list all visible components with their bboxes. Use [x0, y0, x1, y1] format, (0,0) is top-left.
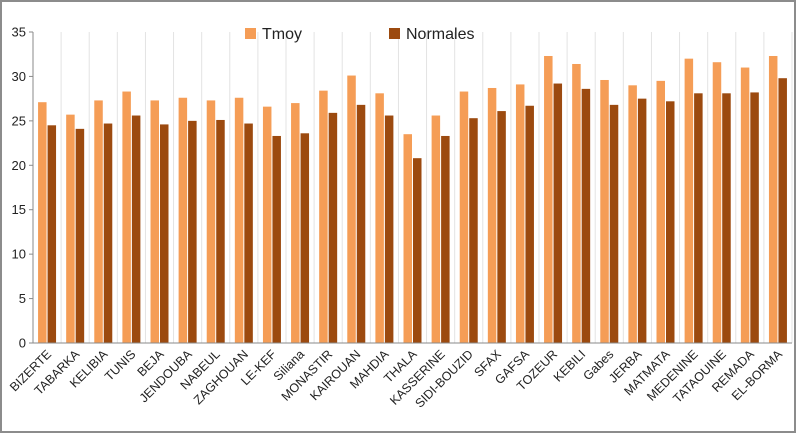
bar-tmoy-tunis [122, 91, 131, 343]
bar-tmoy-tataouine [712, 62, 722, 344]
bar-normales-tabarka [75, 128, 85, 343]
bar-normales-el-borma [778, 78, 787, 343]
bar-normales-tunis [131, 115, 141, 343]
bar-tmoy-jerba [628, 85, 637, 344]
x-axis-categories: BIZERTETABARKAKELIBIATUNISBEJAJENDOUBANA… [7, 347, 785, 411]
bar-tmoy-monastir [319, 90, 328, 343]
bar-normales-monastir [328, 112, 338, 343]
bar-tmoy-el-borma [768, 55, 778, 344]
bar-normales-le-kef [272, 135, 281, 343]
bar-normales-tataouine [722, 93, 731, 343]
bar-tmoy-tozeur [544, 55, 553, 344]
bar-tmoy-sidi-bouzid [459, 91, 469, 343]
bar-tmoy-kairouan [347, 75, 356, 343]
legend-label-tmoy: Tmoy [262, 26, 302, 43]
bar-normales-kelibia [103, 123, 113, 343]
bar-normales-medenine [694, 93, 703, 343]
bar-normales-matmata [666, 101, 675, 344]
y-tick-label: 10 [12, 247, 26, 262]
y-tick-label: 5 [19, 291, 26, 306]
bar-normales-zaghouan [244, 123, 253, 343]
bar-normales-remada [750, 92, 759, 344]
y-tick-label: 25 [12, 113, 26, 128]
bar-tmoy-sfax [487, 87, 497, 343]
bar-normales-jendouba [188, 120, 197, 343]
bar-tmoy-kebili [572, 63, 581, 343]
bar-tmoy-thala [403, 134, 412, 343]
bar-normales-siliana [300, 133, 310, 343]
bar-normales-sfax [497, 111, 506, 343]
x-category-label: TUNIS [102, 347, 138, 383]
bar-tmoy-gafsa [515, 84, 525, 343]
bars [38, 55, 787, 344]
y-tick-label: 30 [12, 69, 26, 84]
bar-normales-thala [413, 158, 422, 343]
bar-tmoy-nabeul [206, 100, 216, 343]
bar-normales-mahdia [384, 115, 394, 343]
bar-normales-beja [160, 124, 169, 343]
legend-label-normales: Normales [406, 26, 474, 43]
bar-normales-bizerte [47, 125, 57, 343]
legend: Tmoy Normales [245, 26, 474, 43]
y-axis-ticks: 0 5 10 15 20 25 30 35 [12, 25, 33, 351]
bar-tmoy-mahdia [375, 93, 384, 343]
bar-tmoy-kasserine [431, 115, 441, 343]
bar-normales-sidi-bouzid [469, 118, 478, 343]
bar-normales-tozeur [553, 83, 563, 343]
bar-tmoy-remada [740, 67, 750, 344]
bar-tmoy-siliana [291, 103, 300, 343]
y-tick-label: 35 [12, 25, 26, 40]
bar-normales-jerba [637, 98, 647, 344]
bar-tmoy-kelibia [94, 100, 103, 343]
bar-tmoy-beja [150, 100, 159, 343]
bar-normales-kairouan [356, 104, 366, 343]
bar-normales-gafsa [525, 105, 534, 343]
axes [32, 32, 792, 344]
bar-tmoy-zaghouan [234, 97, 244, 343]
y-tick-label: 20 [12, 158, 26, 173]
bar-tmoy-bizerte [38, 102, 47, 343]
bar-tmoy-gabes [600, 79, 609, 344]
bar-normales-kebili [581, 88, 591, 344]
x-category-label: KEBILI [551, 347, 588, 384]
y-tick-label: 0 [19, 336, 26, 351]
grid-lines [32, 32, 793, 343]
legend-swatch-tmoy [245, 28, 256, 39]
y-tick-label: 15 [12, 202, 26, 217]
bar-tmoy-matmata [656, 80, 665, 343]
bar-tmoy-le-kef [262, 106, 272, 343]
bar-normales-kasserine [441, 135, 450, 343]
bar-tmoy-jendouba [178, 97, 188, 343]
bar-normales-nabeul [216, 119, 225, 344]
bar-normales-gabes [609, 104, 619, 343]
legend-swatch-normales [389, 28, 400, 39]
bar-tmoy-tabarka [66, 114, 75, 343]
bar-tmoy-medenine [684, 58, 694, 344]
